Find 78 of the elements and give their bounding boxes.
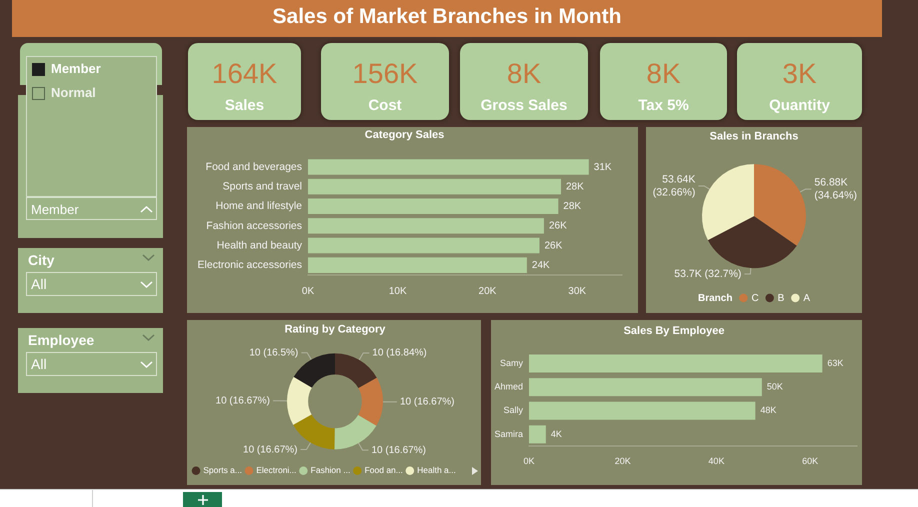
data-label: 26K (544, 240, 563, 252)
legend-label: Sports a... (203, 465, 242, 476)
legend-label: Food an... (364, 465, 403, 476)
bar (308, 257, 527, 273)
data-label: 48K (760, 405, 776, 416)
x-tick-label: 40K (708, 456, 724, 466)
y-tick-label: Sally (503, 405, 524, 416)
text: Cost (368, 97, 402, 114)
x-tick-label: 30K (568, 286, 586, 297)
data-label: 26K (548, 220, 568, 232)
text: All (31, 276, 47, 292)
bar (308, 198, 558, 214)
chart-title: Rating by Category (284, 324, 386, 336)
x-tick-label: 20K (614, 456, 631, 466)
data-label: 50K (766, 382, 783, 392)
y-tick-label: Health and beauty (216, 239, 303, 252)
text: 8K (506, 58, 542, 90)
bar (529, 402, 756, 420)
data-label: 53.7K (32.7%) (674, 268, 742, 280)
text: 3K (782, 58, 817, 90)
y-tick-label: Ahmed (494, 382, 523, 392)
y-tick-label: Home and lifestyle (216, 200, 302, 212)
bar (529, 378, 762, 396)
data-label: 4K (550, 428, 562, 439)
bar (529, 425, 546, 444)
x-tick-label: 20K (478, 286, 497, 297)
text: All (31, 356, 47, 372)
data-label: 31K (594, 162, 612, 173)
text: Tax 5% (638, 97, 689, 114)
data-label: 10 (16.67%) (243, 444, 298, 456)
text: City (28, 252, 54, 268)
text: Gross Sales (480, 97, 568, 114)
text: Employee (28, 332, 94, 348)
bar (308, 178, 561, 194)
text: Quantity (769, 97, 830, 114)
bar (308, 159, 589, 175)
legend-label: C (751, 292, 759, 304)
y-tick-label: Sports and travel (222, 180, 302, 193)
data-label: 53.64K (32.66%) (652, 173, 696, 199)
y-tick-label: Samira (494, 428, 523, 439)
data-label: 10 (16.67%) (371, 444, 426, 456)
legend-label: A (803, 292, 810, 304)
data-label: 56.88K (34.64%) (814, 176, 857, 202)
legend-label: Electroni... (256, 465, 296, 476)
text: Sales of Market Branches in Month (272, 5, 622, 29)
text: 156K (352, 58, 418, 90)
data-label: 10 (16.67%) (216, 396, 270, 407)
chart-title: Sales By Employee (624, 325, 724, 338)
chart-title: Sales in Branchs (710, 130, 798, 143)
x-tick-label: 0K (302, 286, 314, 297)
bar (308, 218, 544, 234)
text: Member (51, 61, 101, 76)
data-label: 28K (563, 201, 582, 212)
legend-title: Branch (698, 292, 732, 304)
text: 8K (646, 58, 681, 90)
y-tick-label: Electronic accessories (198, 259, 302, 272)
data-label: 63K (827, 358, 844, 368)
x-tick-label: 0K (523, 456, 535, 466)
text: Normal (51, 85, 96, 100)
chart-title: Category Sales (364, 129, 444, 142)
legend-label: B (778, 292, 785, 304)
text: Member (31, 202, 79, 217)
legend-label: Fashion ... (310, 465, 350, 476)
y-tick-label: Fashion accessories (206, 220, 302, 232)
data-label: 10 (16.84%) (372, 348, 427, 359)
data-label: 24K (532, 260, 550, 271)
data-label: 10 (16.67%) (400, 396, 454, 408)
x-tick-label: 60K (802, 456, 818, 466)
x-tick-label: 10K (388, 286, 407, 297)
data-label: 10 (16.5%) (249, 347, 298, 358)
y-tick-label: Food and beverages (206, 160, 302, 173)
data-label: 28K (566, 181, 584, 192)
text: 164K (212, 58, 278, 90)
y-tick-label: Samy (500, 358, 524, 368)
bar (308, 238, 540, 254)
legend-label: Health a... (417, 465, 456, 476)
bar (529, 354, 822, 372)
text: Sales (224, 97, 264, 114)
